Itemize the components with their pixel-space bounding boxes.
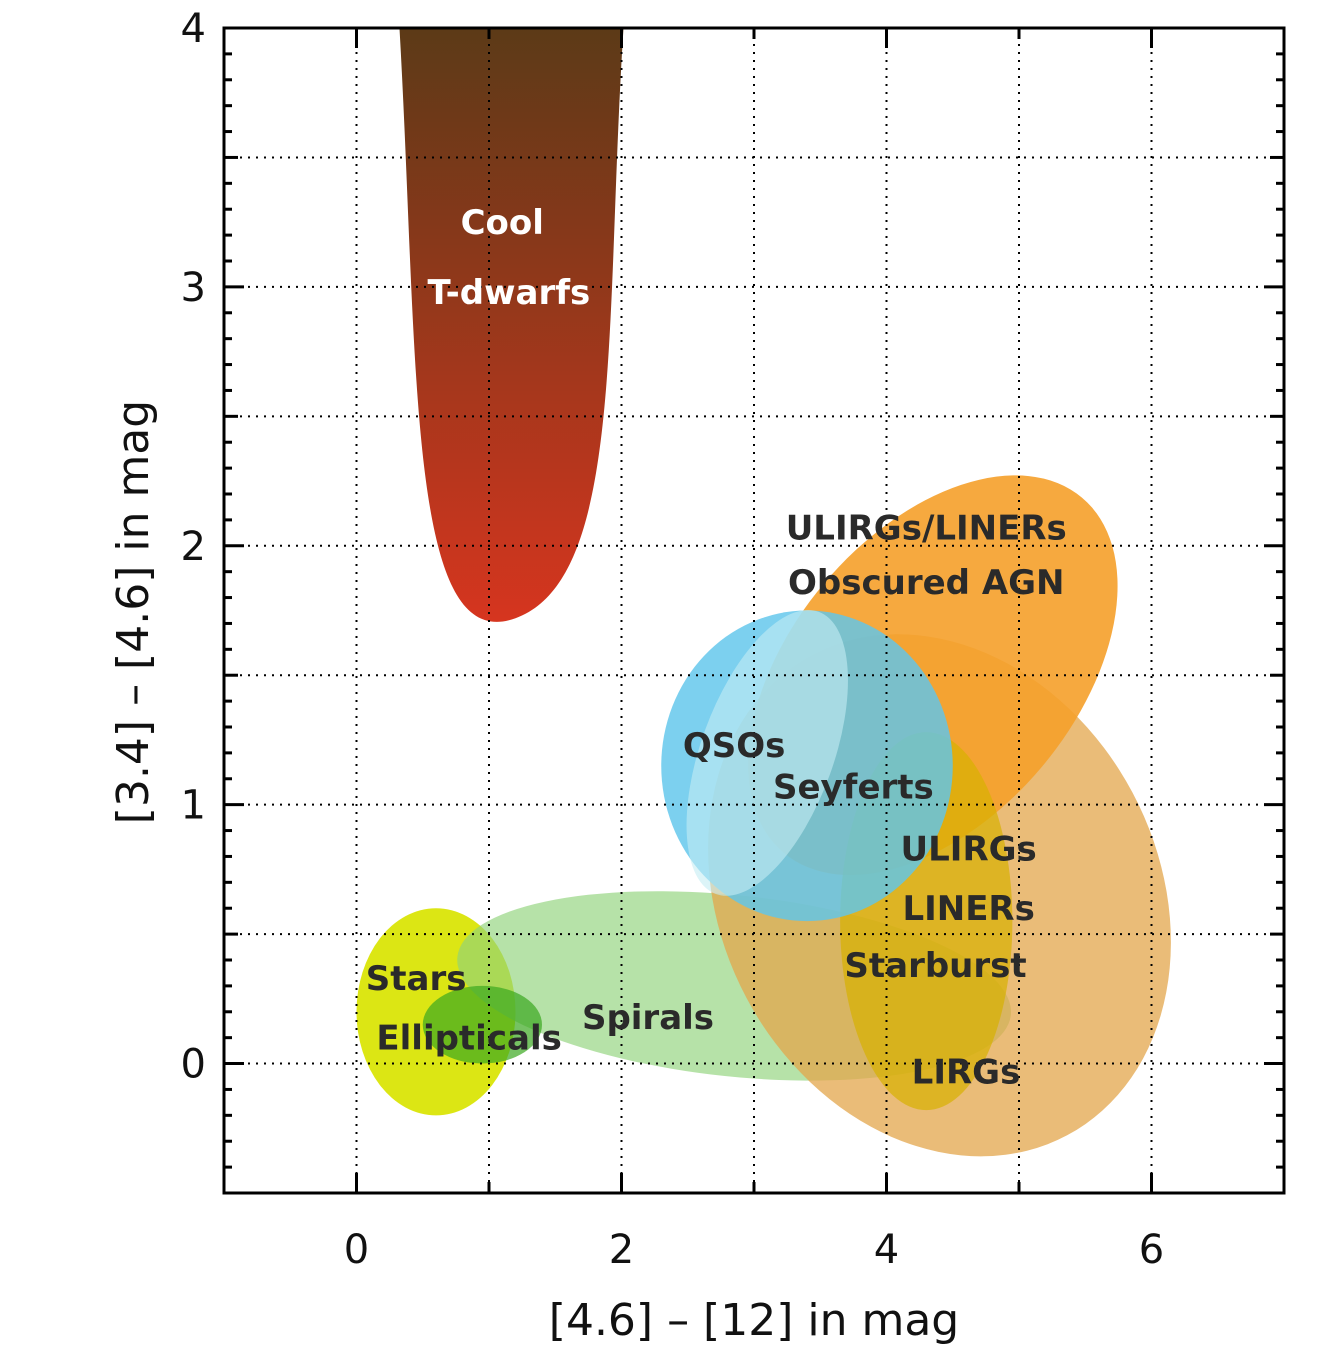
region-label-stars: Stars [366, 959, 467, 999]
x-tick-label: 0 [344, 1227, 369, 1273]
y-tick-label: 0 [181, 1042, 206, 1088]
x-axis-label: [4.6] – [12] in mag [549, 1295, 959, 1346]
axis-ticks [222, 26, 1286, 1195]
region-seyferts [686, 609, 848, 896]
region-label-spirals: Spirals [582, 998, 714, 1038]
region-label-seyferts: Seyferts [773, 768, 934, 808]
region-ellipticals [422, 985, 542, 1064]
region-label-qsos: QSOs [683, 726, 786, 766]
region-label-cool: Cool [461, 203, 544, 243]
region-label-ellipticals: Ellipticals [376, 1019, 561, 1059]
region-label-t-dwarfs: T-dwarfs [427, 273, 590, 313]
region-label-liners: LINERs [902, 889, 1034, 929]
y-tick-label: 2 [181, 524, 206, 570]
y-tick-label: 4 [181, 6, 206, 52]
region-label-ulirgs: ULIRGs [901, 830, 1037, 870]
region-label-lirgs: LIRGs [912, 1052, 1021, 1092]
y-axis-label: [3.4] – [4.6] in mag [108, 400, 159, 824]
region-cool-t-dwarfs [399, 28, 624, 622]
region-label-starburst: Starburst [844, 946, 1026, 986]
region-labels-layer: Cool T-dwarfs ULIRGs/LINERs Obscured AGN QSO… [366, 203, 1067, 1092]
region-label-obscured-agn: Obscured AGN [788, 563, 1065, 603]
x-tick-label: 6 [1139, 1227, 1164, 1273]
x-tick-label: 2 [609, 1227, 634, 1273]
x-tick-label: 4 [874, 1227, 899, 1273]
tick-labels: 0 2 4 6 0 1 2 3 4 [181, 6, 1165, 1273]
y-tick-label: 1 [181, 783, 206, 829]
y-tick-label: 3 [181, 265, 206, 311]
regions-layer [356, 28, 1171, 1157]
region-label-ulirgs-liners: ULIRGs/LINERs [786, 509, 1067, 549]
grid-lines [224, 28, 1284, 1193]
